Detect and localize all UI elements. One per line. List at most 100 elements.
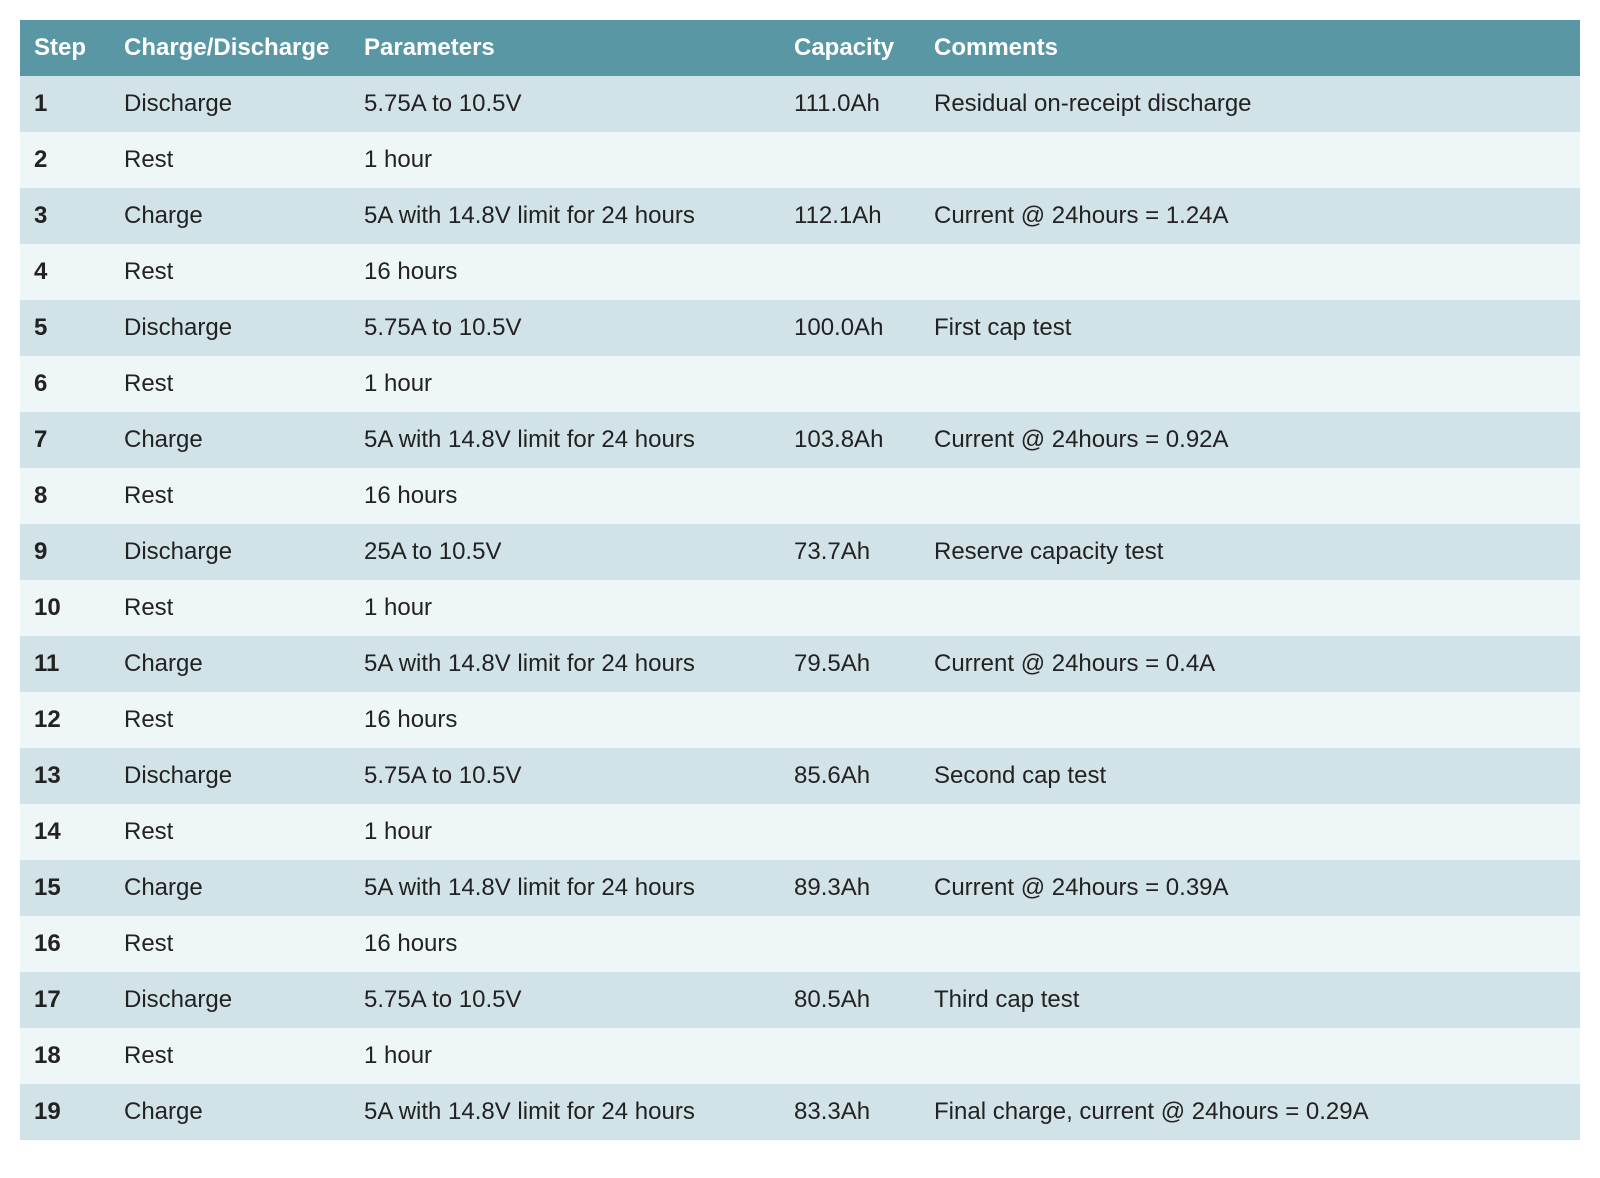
table-row: 12Rest16 hours <box>20 692 1580 748</box>
cell-parameters: 16 hours <box>350 692 780 748</box>
cell-comments <box>920 804 1580 860</box>
cell-step: 5 <box>20 300 110 356</box>
table-row: 16Rest16 hours <box>20 916 1580 972</box>
cell-capacity <box>780 692 920 748</box>
cell-capacity <box>780 356 920 412</box>
table-row: 8Rest16 hours <box>20 468 1580 524</box>
cell-step: 11 <box>20 636 110 692</box>
cell-capacity <box>780 916 920 972</box>
table-row: 6Rest1 hour <box>20 356 1580 412</box>
cell-mode: Discharge <box>110 972 350 1028</box>
table-body: 1Discharge5.75A to 10.5V111.0AhResidual … <box>20 76 1580 1140</box>
cell-comments: Current @ 24hours = 0.39A <box>920 860 1580 916</box>
cell-parameters: 5.75A to 10.5V <box>350 748 780 804</box>
cell-parameters: 1 hour <box>350 804 780 860</box>
cell-parameters: 5A with 14.8V limit for 24 hours <box>350 1084 780 1140</box>
cell-comments <box>920 244 1580 300</box>
cell-parameters: 1 hour <box>350 132 780 188</box>
cell-step: 3 <box>20 188 110 244</box>
cell-mode: Rest <box>110 1028 350 1084</box>
cell-mode: Charge <box>110 412 350 468</box>
cell-comments <box>920 692 1580 748</box>
cell-parameters: 1 hour <box>350 580 780 636</box>
cell-capacity <box>780 1028 920 1084</box>
col-header-parameters: Parameters <box>350 20 780 76</box>
cell-mode: Rest <box>110 244 350 300</box>
cell-parameters: 16 hours <box>350 916 780 972</box>
cell-capacity: 111.0Ah <box>780 76 920 132</box>
cell-step: 2 <box>20 132 110 188</box>
table-row: 11Charge5A with 14.8V limit for 24 hours… <box>20 636 1580 692</box>
cell-step: 7 <box>20 412 110 468</box>
cell-comments: First cap test <box>920 300 1580 356</box>
cell-comments: Current @ 24hours = 0.92A <box>920 412 1580 468</box>
cell-step: 1 <box>20 76 110 132</box>
cell-step: 10 <box>20 580 110 636</box>
cell-comments: Second cap test <box>920 748 1580 804</box>
cell-capacity <box>780 804 920 860</box>
table-row: 18Rest1 hour <box>20 1028 1580 1084</box>
cell-parameters: 5.75A to 10.5V <box>350 76 780 132</box>
table-header-row: Step Charge/Discharge Parameters Capacit… <box>20 20 1580 76</box>
table-row: 1Discharge5.75A to 10.5V111.0AhResidual … <box>20 76 1580 132</box>
cell-parameters: 5A with 14.8V limit for 24 hours <box>350 860 780 916</box>
cell-mode: Rest <box>110 692 350 748</box>
cell-comments <box>920 1028 1580 1084</box>
cell-comments <box>920 580 1580 636</box>
cell-mode: Rest <box>110 468 350 524</box>
cell-step: 13 <box>20 748 110 804</box>
table-row: 13Discharge5.75A to 10.5V85.6AhSecond ca… <box>20 748 1580 804</box>
cell-mode: Rest <box>110 916 350 972</box>
cell-comments: Final charge, current @ 24hours = 0.29A <box>920 1084 1580 1140</box>
cell-parameters: 5.75A to 10.5V <box>350 300 780 356</box>
battery-test-table: Step Charge/Discharge Parameters Capacit… <box>20 20 1580 1140</box>
table-row: 9Discharge25A to 10.5V73.7AhReserve capa… <box>20 524 1580 580</box>
cell-comments <box>920 132 1580 188</box>
cell-parameters: 5A with 14.8V limit for 24 hours <box>350 188 780 244</box>
cell-step: 15 <box>20 860 110 916</box>
cell-parameters: 5A with 14.8V limit for 24 hours <box>350 412 780 468</box>
cell-mode: Charge <box>110 188 350 244</box>
cell-parameters: 25A to 10.5V <box>350 524 780 580</box>
table-row: 19Charge5A with 14.8V limit for 24 hours… <box>20 1084 1580 1140</box>
cell-mode: Charge <box>110 860 350 916</box>
cell-capacity: 85.6Ah <box>780 748 920 804</box>
cell-parameters: 5.75A to 10.5V <box>350 972 780 1028</box>
cell-step: 17 <box>20 972 110 1028</box>
cell-mode: Rest <box>110 132 350 188</box>
table-row: 2Rest1 hour <box>20 132 1580 188</box>
table-row: 17Discharge5.75A to 10.5V80.5AhThird cap… <box>20 972 1580 1028</box>
cell-mode: Rest <box>110 804 350 860</box>
table-row: 4Rest16 hours <box>20 244 1580 300</box>
cell-parameters: 16 hours <box>350 244 780 300</box>
col-header-step: Step <box>20 20 110 76</box>
cell-step: 9 <box>20 524 110 580</box>
cell-mode: Rest <box>110 580 350 636</box>
cell-parameters: 1 hour <box>350 1028 780 1084</box>
cell-comments: Current @ 24hours = 0.4A <box>920 636 1580 692</box>
cell-mode: Discharge <box>110 300 350 356</box>
cell-capacity: 83.3Ah <box>780 1084 920 1140</box>
cell-step: 12 <box>20 692 110 748</box>
col-header-comments: Comments <box>920 20 1580 76</box>
table-row: 15Charge5A with 14.8V limit for 24 hours… <box>20 860 1580 916</box>
cell-capacity: 79.5Ah <box>780 636 920 692</box>
cell-comments: Current @ 24hours = 1.24A <box>920 188 1580 244</box>
cell-capacity: 89.3Ah <box>780 860 920 916</box>
cell-comments <box>920 356 1580 412</box>
cell-capacity: 73.7Ah <box>780 524 920 580</box>
col-header-capacity: Capacity <box>780 20 920 76</box>
cell-capacity <box>780 244 920 300</box>
cell-capacity <box>780 132 920 188</box>
cell-capacity: 103.8Ah <box>780 412 920 468</box>
table-row: 5Discharge5.75A to 10.5V100.0AhFirst cap… <box>20 300 1580 356</box>
cell-step: 18 <box>20 1028 110 1084</box>
cell-capacity: 100.0Ah <box>780 300 920 356</box>
cell-capacity: 112.1Ah <box>780 188 920 244</box>
table-row: 10Rest1 hour <box>20 580 1580 636</box>
cell-parameters: 1 hour <box>350 356 780 412</box>
cell-mode: Discharge <box>110 748 350 804</box>
cell-step: 14 <box>20 804 110 860</box>
cell-parameters: 5A with 14.8V limit for 24 hours <box>350 636 780 692</box>
cell-mode: Discharge <box>110 76 350 132</box>
